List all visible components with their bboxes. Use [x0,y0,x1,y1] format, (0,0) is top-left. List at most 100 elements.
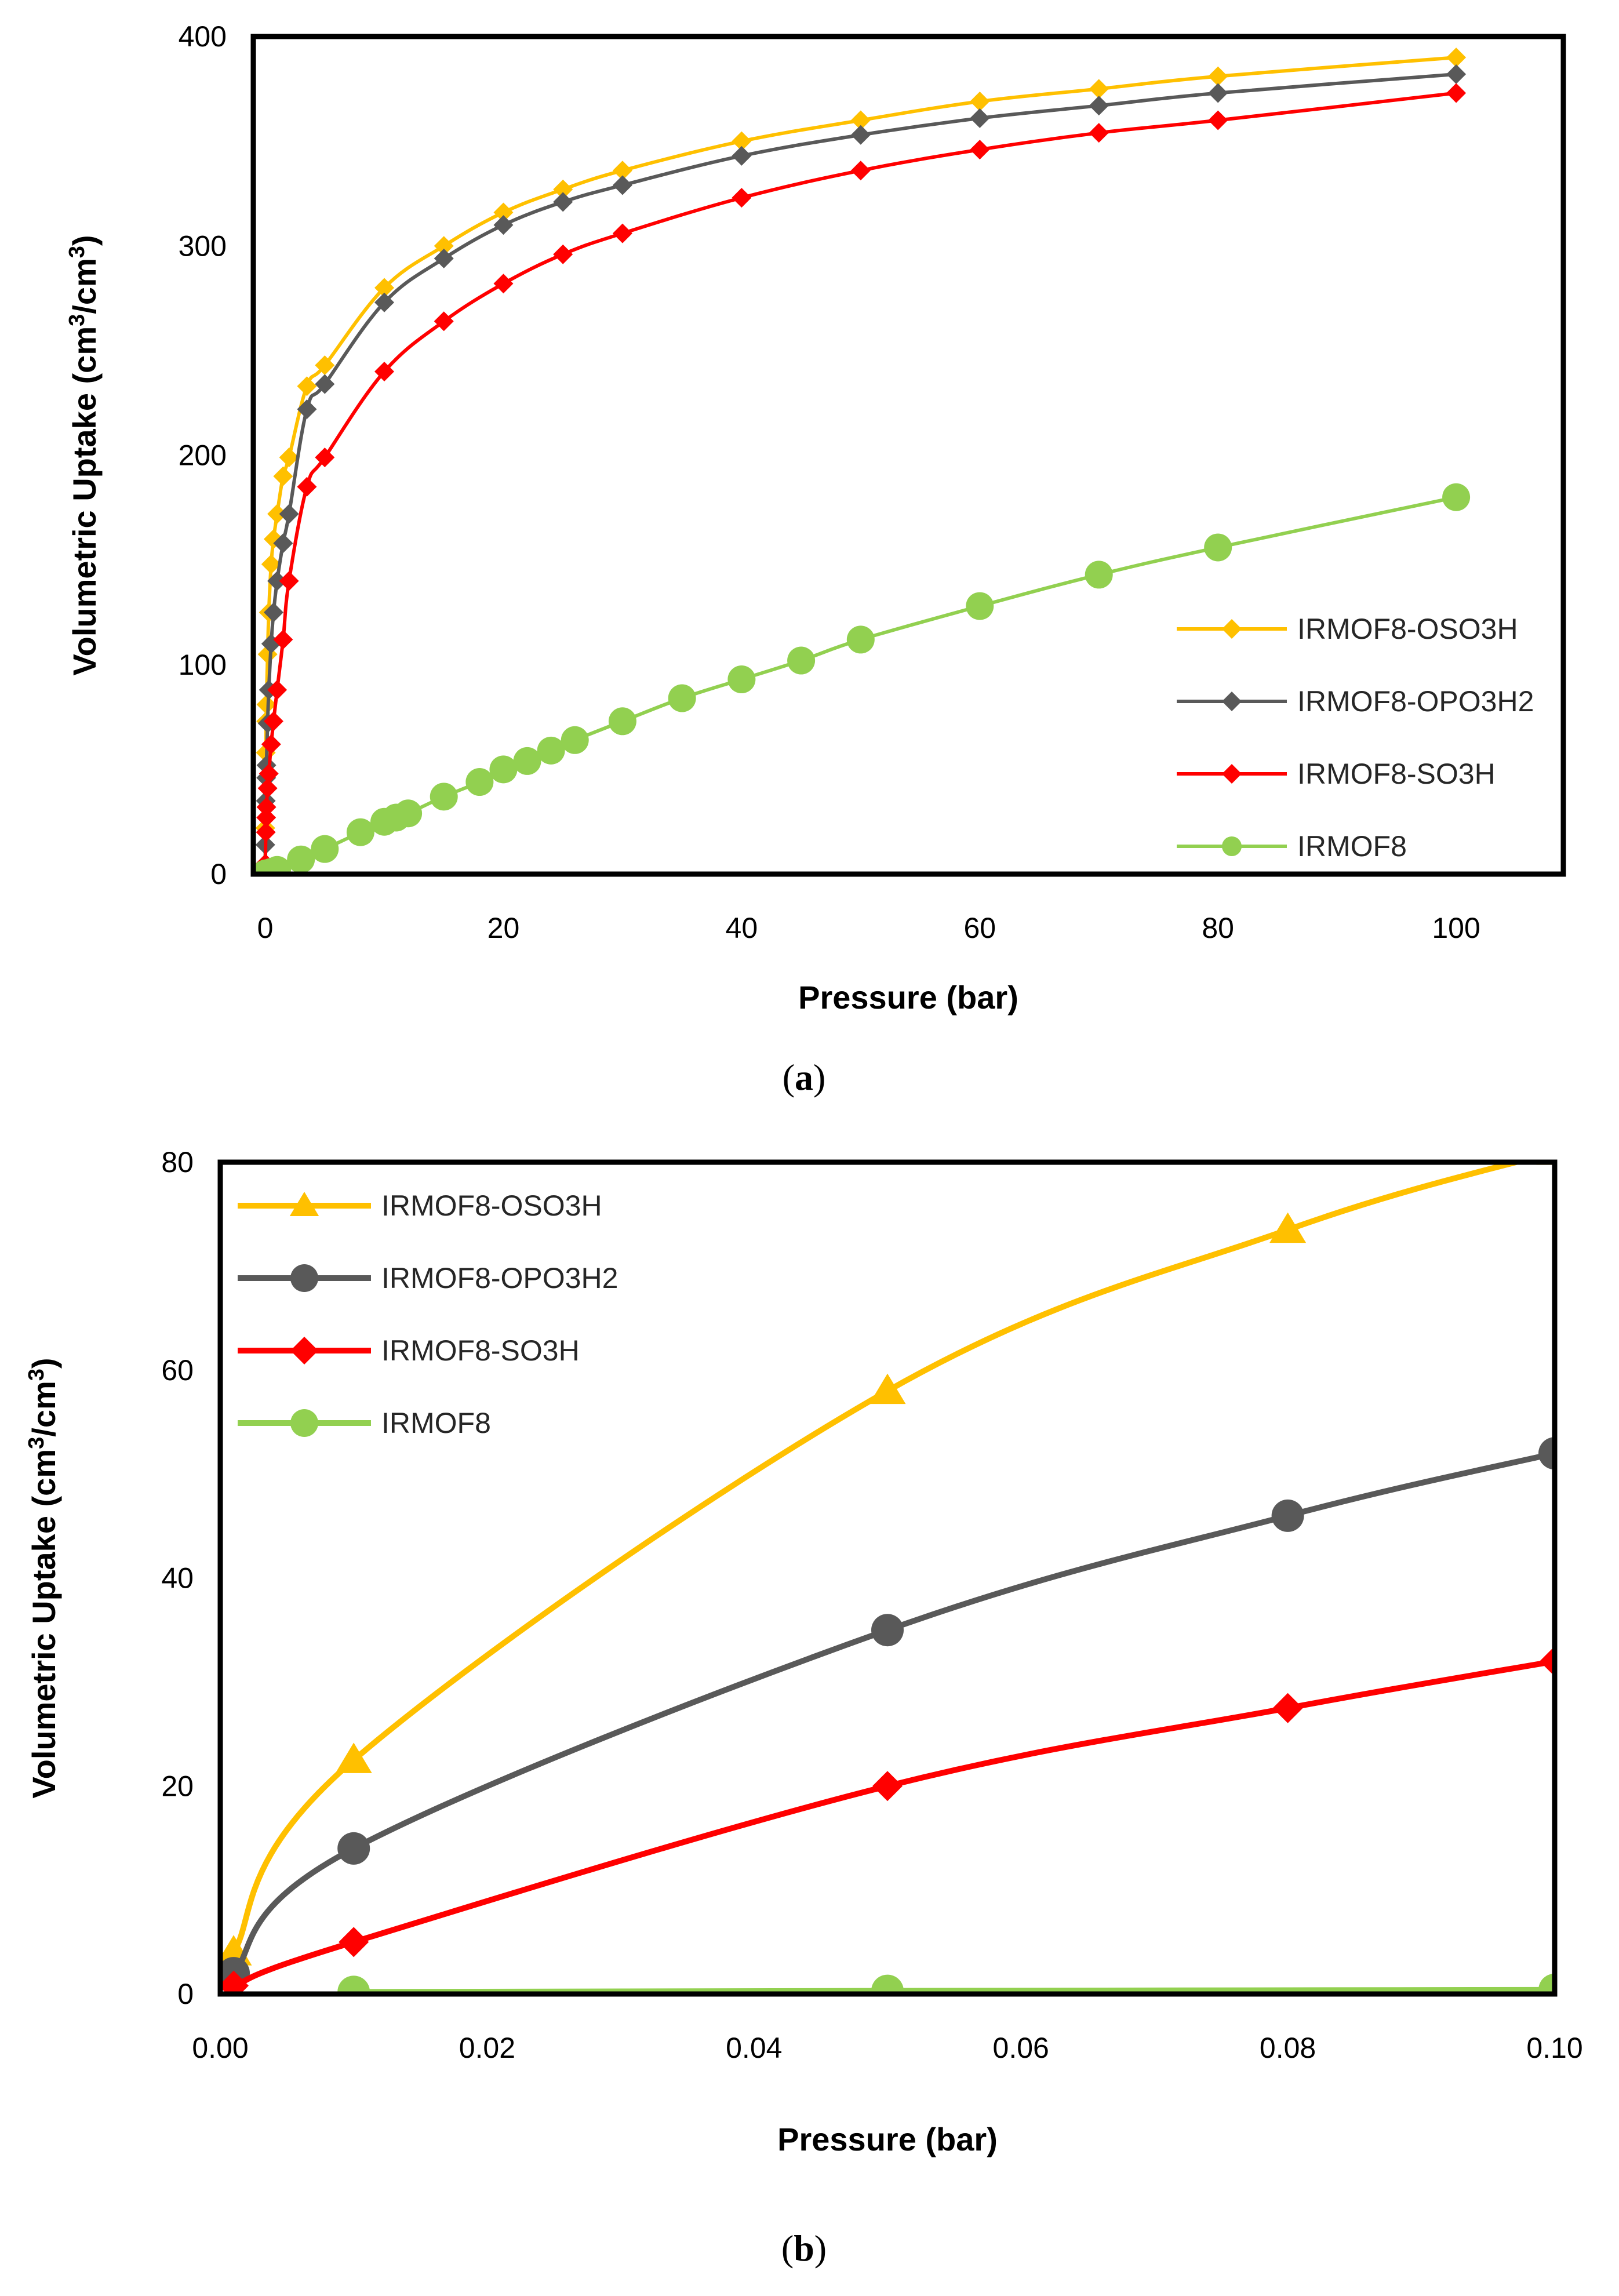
x-tick-label: 60 [963,912,996,944]
data-point-irmof8-opo3h2 [1446,64,1467,85]
data-point-irmof8-opo3h2 [337,1832,370,1865]
data-point-irmof8 [787,646,816,675]
data-point-irmof8 [1538,1973,1555,1994]
data-point-irmof8 [966,592,994,620]
y-axis-title-sup1: 3 [24,1437,49,1449]
legend-marker-irmof8-oso3h [289,1192,319,1216]
data-point-irmof8-so3h [1089,123,1109,143]
data-point-irmof8-oso3h [267,504,288,524]
plot-area [253,48,1471,874]
y-axis-title-main: Volumetric Uptake (cm [66,326,103,676]
data-point-irmof8 [337,1975,370,1994]
x-tick-label: 40 [726,912,758,944]
panel-label: (b) [781,2228,827,2269]
data-point-irmof8-so3h [259,763,279,784]
data-point-irmof8-oso3h [553,179,573,199]
data-point-irmof8 [537,736,565,765]
legend-label-irmof8-so3h: IRMOF8-SO3H [381,1334,580,1367]
data-point-irmof8 [608,707,636,736]
legend-label-irmof8-so3h: IRMOF8-SO3H [1297,758,1496,790]
data-point-irmof8-oso3h [279,447,299,468]
x-tick-label: 0.06 [993,2032,1049,2064]
data-point-irmof8-so3h [256,822,276,842]
data-point-irmof8-oso3h [612,161,632,181]
data-point-irmof8-so3h [263,711,283,732]
y-axis-title-mid: /cm [26,1381,62,1437]
legend-label-irmof8-oso3h: IRMOF8-OSO3H [381,1189,602,1222]
data-point-irmof8 [311,835,339,863]
legend-label-irmof8: IRMOF8 [1297,830,1407,863]
data-point-irmof8 [1085,561,1113,589]
y-tick-label: 400 [179,20,227,53]
x-tick-label: 100 [1432,912,1480,944]
data-point-irmof8-oso3h [335,1742,372,1773]
x-tick-label: 0 [257,912,274,944]
data-point-irmof8 [430,783,458,811]
panel-label-letter: b [794,2228,814,2269]
data-point-irmof8-opo3h2 [273,533,293,554]
data-point-irmof8 [561,726,589,754]
panel-label-close: ) [813,1057,825,1098]
data-point-irmof8-so3h [297,476,317,497]
legend-item-irmof8-oso3h: IRMOF8-OSO3H [1177,613,1518,645]
y-axis-title-end: ) [26,1358,62,1369]
y-tick-label: 0 [177,1978,194,2010]
data-point-irmof8-opo3h2 [553,192,573,212]
y-tick-label: 100 [179,649,227,681]
legend-item-irmof8-so3h: IRMOF8-SO3H [1177,758,1496,790]
data-point-irmof8-so3h [339,1927,369,1957]
data-point-irmof8-oso3h [970,91,990,111]
data-point-irmof8-oso3h [297,376,317,396]
data-point-irmof8-oso3h [374,278,394,298]
panel-label-close: ) [814,2228,827,2269]
y-axis-title: Volumetric Uptake (cm3/cm3) [24,1358,62,1798]
panel-label-letter: a [795,1057,813,1098]
legend-marker-irmof8-opo3h2 [1222,692,1242,711]
y-axis-title-end: ) [66,235,103,246]
data-point-irmof8-so3h [374,362,394,381]
data-point-irmof8 [287,845,315,874]
data-point-irmof8 [871,1974,904,1994]
y-axis-title: Volumetric Uptake (cm3/cm3) [65,235,103,675]
legend-item-irmof8: IRMOF8 [238,1407,491,1439]
data-point-irmof8-oso3h [869,1373,906,1404]
data-point-irmof8-opo3h2 [374,292,394,312]
x-tick-label: 0.10 [1526,2032,1582,2064]
x-tick-label: 20 [487,912,520,944]
data-point-irmof8-oso3h [1269,1212,1307,1243]
y-tick-label: 200 [179,439,227,472]
legend-marker-irmof8 [1222,836,1242,856]
data-point-irmof8-so3h [279,571,299,591]
plot-frame [217,1159,1558,1997]
data-point-irmof8 [346,818,374,846]
x-axis-title: Pressure (bar) [798,979,1018,1016]
series-irmof8 [253,483,1471,874]
data-point-irmof8-oso3h [493,202,514,223]
data-point-irmof8 [846,625,875,654]
data-point-irmof8-so3h [220,1970,249,1994]
data-point-irmof8 [489,755,518,784]
data-point-irmof8-oso3h [261,554,281,574]
x-tick-label: 0.04 [726,2032,782,2064]
y-axis-title-sup2: 3 [24,1369,49,1381]
x-tick-label: 0.00 [192,2032,248,2064]
x-tick-label: 80 [1202,912,1234,944]
data-point-irmof8-so3h [553,244,573,264]
series-irmof8-so3h [255,83,1467,874]
data-point-irmof8-so3h [872,1771,903,1802]
data-point-irmof8-opo3h2 [850,125,871,145]
data-point-irmof8-so3h [612,223,632,243]
data-point-irmof8-so3h [261,734,281,755]
data-point-irmof8-opo3h2 [871,1614,904,1647]
y-tick-label: 20 [161,1770,194,1802]
y-tick-label: 40 [161,1562,194,1595]
data-point-irmof8 [263,856,292,874]
data-point-irmof8-so3h [493,274,514,294]
legend-marker-irmof8-opo3h2 [290,1264,318,1292]
data-point-irmof8-so3h [1446,83,1467,103]
data-point-irmof8 [394,799,423,828]
legend-marker-irmof8-so3h [290,1337,318,1364]
data-point-irmof8 [668,684,696,712]
data-point-irmof8-so3h [1272,1693,1303,1723]
